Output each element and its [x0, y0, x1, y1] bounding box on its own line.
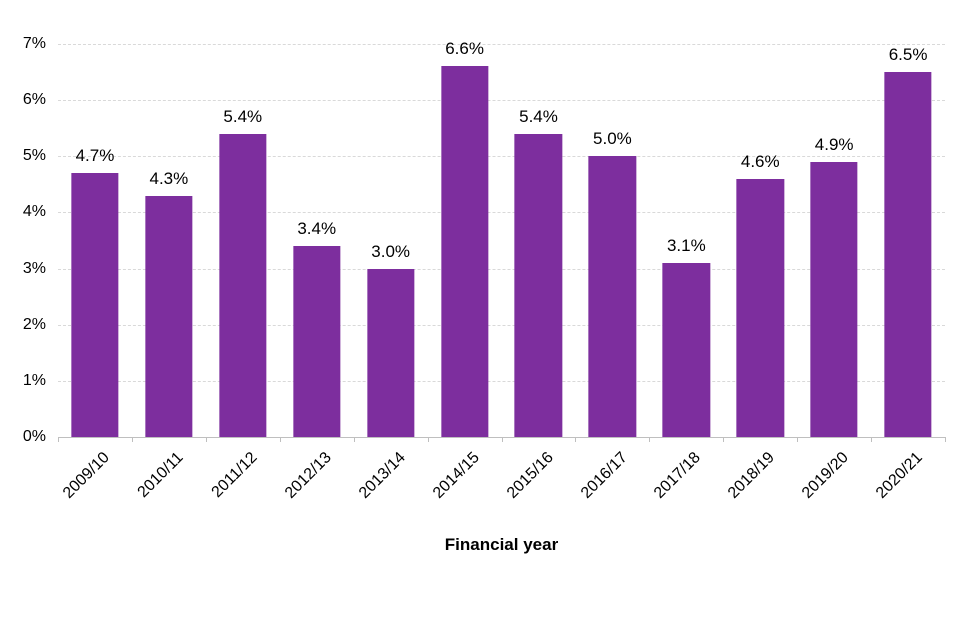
- x-tick-label: 2010/11: [134, 449, 187, 502]
- y-tick-label: 2%: [22, 315, 46, 333]
- bar-slot: 3.4%: [280, 44, 354, 437]
- bar: [440, 66, 489, 437]
- bar: [662, 262, 710, 437]
- bar-slot: 5.0%: [575, 44, 649, 437]
- bar: [736, 178, 784, 437]
- bar-slot: 5.4%: [206, 44, 280, 437]
- plot-area: 4.7% 4.3% 5.4% 3.4% 3.0% 6.6% 5.4% 5.0% 3.1% 4.6%…: [58, 39, 945, 438]
- bar-value-label: 4.6%: [740, 151, 780, 171]
- x-tick: [797, 437, 799, 442]
- x-axis-tick-labels: 2009/10 2010/11 2011/12 2012/13 2013/14 2014/…: [58, 437, 945, 537]
- bar-slot: 4.3%: [132, 44, 206, 437]
- bar: [884, 72, 932, 437]
- x-tick-label: 2019/20: [799, 449, 853, 502]
- bar: [145, 195, 193, 437]
- x-tick: [427, 437, 429, 442]
- x-tick: [723, 437, 725, 442]
- bar: [514, 133, 563, 437]
- y-tick-label: 0%: [22, 428, 46, 445]
- y-tick-label: 3%: [22, 259, 46, 277]
- x-tick-label: 2013/14: [355, 449, 409, 502]
- x-tick: [353, 437, 355, 442]
- bar-slot: 6.5%: [871, 44, 945, 437]
- gridline: [58, 156, 945, 158]
- bar-value-label: 5.0%: [593, 129, 632, 149]
- bar: [293, 246, 341, 437]
- x-tick: [871, 437, 873, 442]
- x-tick: [501, 437, 503, 442]
- bar-value-label: 6.5%: [888, 45, 928, 65]
- gridline: [58, 324, 945, 326]
- gridline: [58, 100, 945, 102]
- bar: [810, 161, 858, 437]
- bar: [588, 156, 637, 437]
- bar-slot: 4.9%: [797, 44, 871, 437]
- bar: [366, 268, 415, 437]
- x-tick-label: 2020/21: [873, 449, 927, 502]
- bar-value-label: 3.0%: [371, 241, 411, 261]
- y-tick-label: 1%: [22, 371, 46, 389]
- x-tick-label: 2014/15: [429, 449, 483, 502]
- x-axis-ticks: [58, 437, 946, 443]
- bar-value-label: 5.4%: [223, 106, 263, 126]
- x-tick-label: 2012/13: [281, 449, 335, 502]
- x-tick: [575, 437, 577, 442]
- bar-value-label: 3.1%: [666, 235, 706, 255]
- x-axis-title: Financial year: [444, 535, 559, 554]
- bar-slot: 5.4%: [502, 44, 576, 437]
- bar-slot: 3.0%: [354, 44, 428, 437]
- y-tick-label: 5%: [22, 147, 46, 165]
- bar-slot: 3.1%: [649, 44, 723, 437]
- bar-value-label: 6.6%: [445, 39, 484, 59]
- y-axis-tick-labels: 0% 1% 2% 3% 4% 5% 6% 7%: [0, 35, 52, 445]
- x-tick-label: 2015/16: [503, 449, 557, 502]
- x-tick: [131, 437, 133, 442]
- bar: [71, 173, 119, 437]
- y-tick-label: 4%: [22, 203, 46, 221]
- gridline: [58, 380, 945, 382]
- bars-container: 4.7% 4.3% 5.4% 3.4% 3.0% 6.6% 5.4% 5.0% 3.1% 4.6%…: [58, 39, 945, 437]
- bar-value-label: 4.3%: [149, 168, 189, 188]
- x-tick: [205, 437, 207, 442]
- x-tick: [58, 437, 59, 442]
- x-tick-label: 2017/18: [651, 449, 705, 502]
- bar-slot: 6.6%: [428, 39, 502, 437]
- gridline: [58, 268, 945, 270]
- x-tick: [649, 437, 651, 442]
- y-tick-label: 6%: [22, 91, 46, 109]
- bar-slot: 4.7%: [58, 44, 132, 437]
- bar-value-label: 5.4%: [519, 106, 558, 126]
- gridline: [58, 212, 945, 214]
- x-tick-label: 2016/17: [577, 449, 631, 502]
- gridline: [58, 44, 945, 45]
- bar-slot: 4.6%: [723, 44, 797, 437]
- bar-value-label: 3.4%: [297, 219, 337, 239]
- x-tick: [945, 437, 946, 442]
- x-tick-label: 2009/10: [60, 449, 113, 502]
- bar: [219, 133, 267, 437]
- x-tick-label: 2011/12: [208, 449, 261, 502]
- x-tick: [279, 437, 281, 442]
- bar-value-label: 4.7%: [75, 146, 115, 166]
- x-tick-label: 2018/19: [725, 449, 779, 502]
- y-tick-label: 7%: [22, 35, 46, 52]
- bar-value-label: 4.9%: [814, 134, 854, 154]
